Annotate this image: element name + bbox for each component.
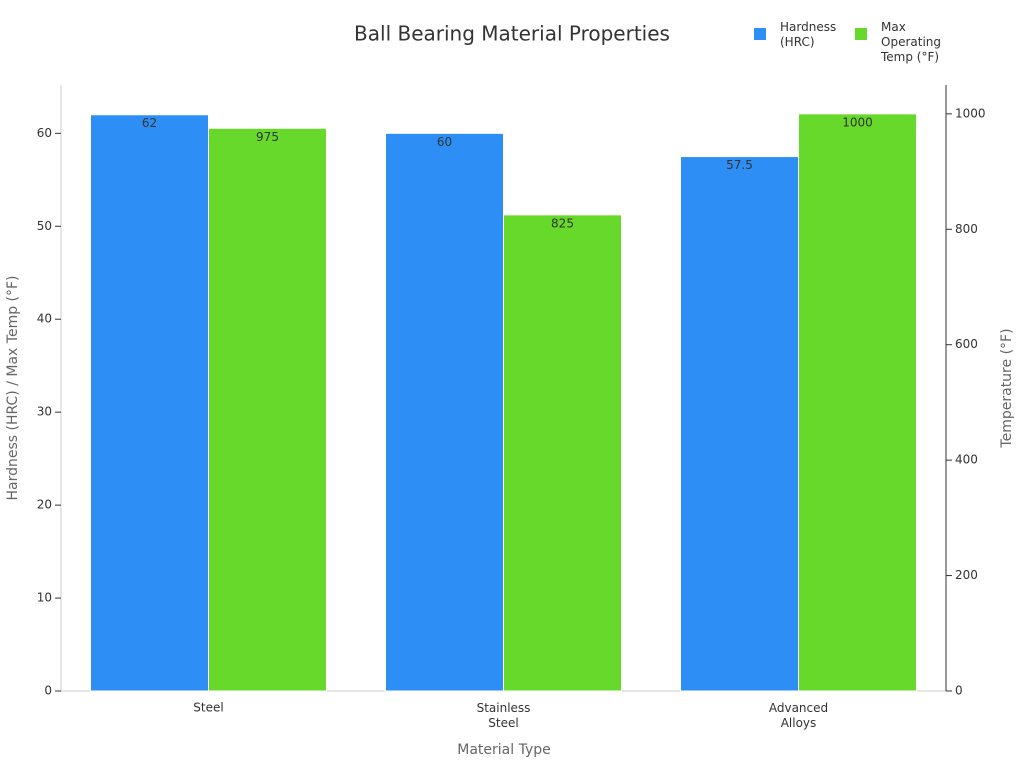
bar: [798, 113, 917, 692]
y2-tick-label: 0: [955, 684, 963, 698]
y2-axis-title: Temperature (°F): [999, 328, 1015, 448]
y-tick-label: 10: [37, 591, 52, 605]
value-label: 57.5: [726, 158, 753, 172]
legend-label: Max Operating Temp (°F): [880, 20, 941, 64]
bar: [385, 132, 504, 692]
chart-title: Ball Bearing Material Properties: [354, 22, 670, 46]
bar: [503, 214, 622, 692]
y2-tick-label: 1000: [955, 106, 986, 120]
x-tick-label: Stainless Steel: [477, 701, 531, 730]
y-axis-title: Hardness (HRC) / Max Temp (°F): [5, 275, 21, 500]
value-label: 60: [437, 135, 452, 149]
x-axis-title: Material Type: [457, 742, 550, 758]
x-tick-label: Advanced Alloys: [769, 701, 828, 730]
x-tick-label: Steel: [193, 701, 223, 715]
legend-label: Hardness (HRC): [780, 20, 836, 49]
legend-swatch: [754, 28, 766, 40]
y-tick-label: 20: [37, 498, 52, 512]
bar: [680, 156, 799, 692]
legend-swatch: [855, 28, 867, 40]
bar: [90, 114, 209, 692]
value-label: 1000: [842, 115, 873, 129]
y2-tick-label: 400: [955, 453, 978, 467]
value-label: 975: [256, 130, 279, 144]
y-tick-label: 30: [37, 405, 52, 419]
value-label: 62: [142, 116, 157, 130]
y2-tick-label: 200: [955, 568, 978, 582]
y2-tick-label: 800: [955, 222, 978, 236]
y-tick-label: 0: [44, 684, 52, 698]
y-tick-label: 40: [37, 312, 52, 326]
bar: [208, 127, 327, 692]
value-label: 825: [551, 216, 574, 230]
y-tick-label: 60: [37, 126, 52, 140]
y-tick-label: 50: [37, 219, 52, 233]
y2-tick-label: 600: [955, 337, 978, 351]
